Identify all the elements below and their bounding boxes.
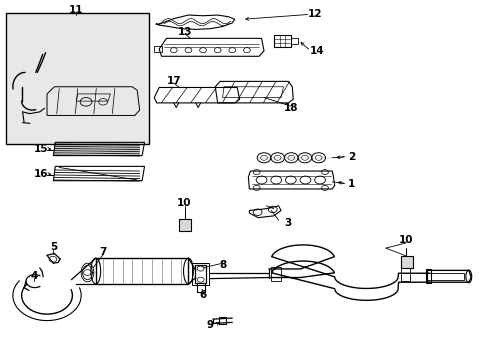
Text: 17: 17 xyxy=(166,76,181,86)
Text: 7: 7 xyxy=(99,247,106,257)
Text: 11: 11 xyxy=(69,5,83,15)
Text: 1: 1 xyxy=(347,179,355,189)
Text: 5: 5 xyxy=(50,242,57,252)
Text: 9: 9 xyxy=(206,320,213,330)
Polygon shape xyxy=(400,256,412,268)
Text: 2: 2 xyxy=(347,152,355,162)
Text: 4: 4 xyxy=(30,271,38,281)
Text: 13: 13 xyxy=(178,27,192,37)
Text: 15: 15 xyxy=(33,144,48,154)
Text: 12: 12 xyxy=(307,9,322,19)
Text: 14: 14 xyxy=(309,46,324,56)
Text: 16: 16 xyxy=(33,169,48,179)
Text: 6: 6 xyxy=(199,290,206,300)
Polygon shape xyxy=(178,220,190,231)
Text: 8: 8 xyxy=(219,260,226,270)
Text: 3: 3 xyxy=(284,218,291,228)
FancyBboxPatch shape xyxy=(5,13,149,144)
Text: 18: 18 xyxy=(283,103,298,113)
Text: 10: 10 xyxy=(177,198,191,208)
Text: 10: 10 xyxy=(398,235,413,245)
